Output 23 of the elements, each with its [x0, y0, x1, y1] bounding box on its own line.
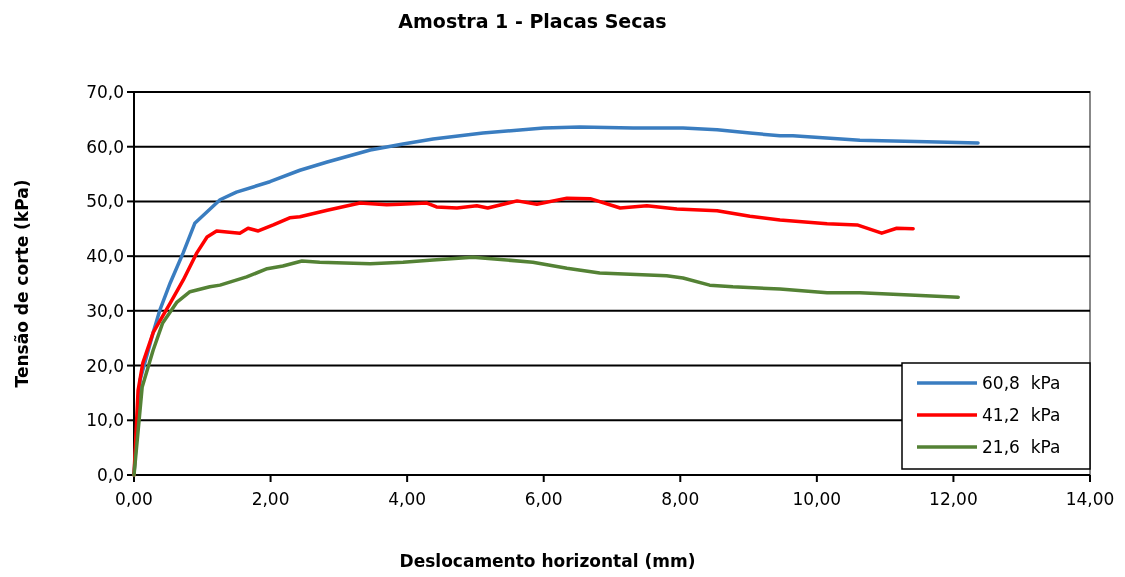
- line-series: [132, 255, 960, 477]
- legend-label: 21,6 kPa: [982, 437, 1061, 457]
- y-tick-label: 60,0: [86, 136, 124, 157]
- x-tick-label: 12,00: [929, 489, 978, 509]
- y-tick-label: 40,0: [86, 246, 124, 267]
- chart-title: Amostra 1 - Placas Secas: [398, 10, 667, 32]
- y-tick-label: 70,0: [86, 82, 124, 102]
- x-tick-label: 6,00: [524, 489, 563, 509]
- y-tick-label: 0,0: [96, 465, 124, 485]
- x-axis-title: Deslocamento horizontal (mm): [399, 551, 696, 571]
- y-tick-label: 20,0: [86, 355, 124, 376]
- x-tick-label: 8,00: [661, 489, 700, 509]
- x-tick-label: 4,00: [388, 489, 427, 509]
- x-tick-label: 0,00: [115, 489, 153, 509]
- y-axis-title: Tensão de corte (kPa): [12, 179, 32, 388]
- legend-label: 60,8 kPa: [982, 373, 1061, 393]
- x-tick-label: 2,00: [251, 489, 290, 509]
- x-tick-label: 10,00: [792, 489, 842, 509]
- y-tick-label: 10,0: [86, 410, 124, 431]
- y-tick-label: 50,0: [86, 191, 124, 212]
- y-tick-label: 30,0: [86, 300, 124, 321]
- x-tick-label: 14,00: [1065, 489, 1115, 509]
- legend-label: 41,2 kPa: [982, 405, 1061, 425]
